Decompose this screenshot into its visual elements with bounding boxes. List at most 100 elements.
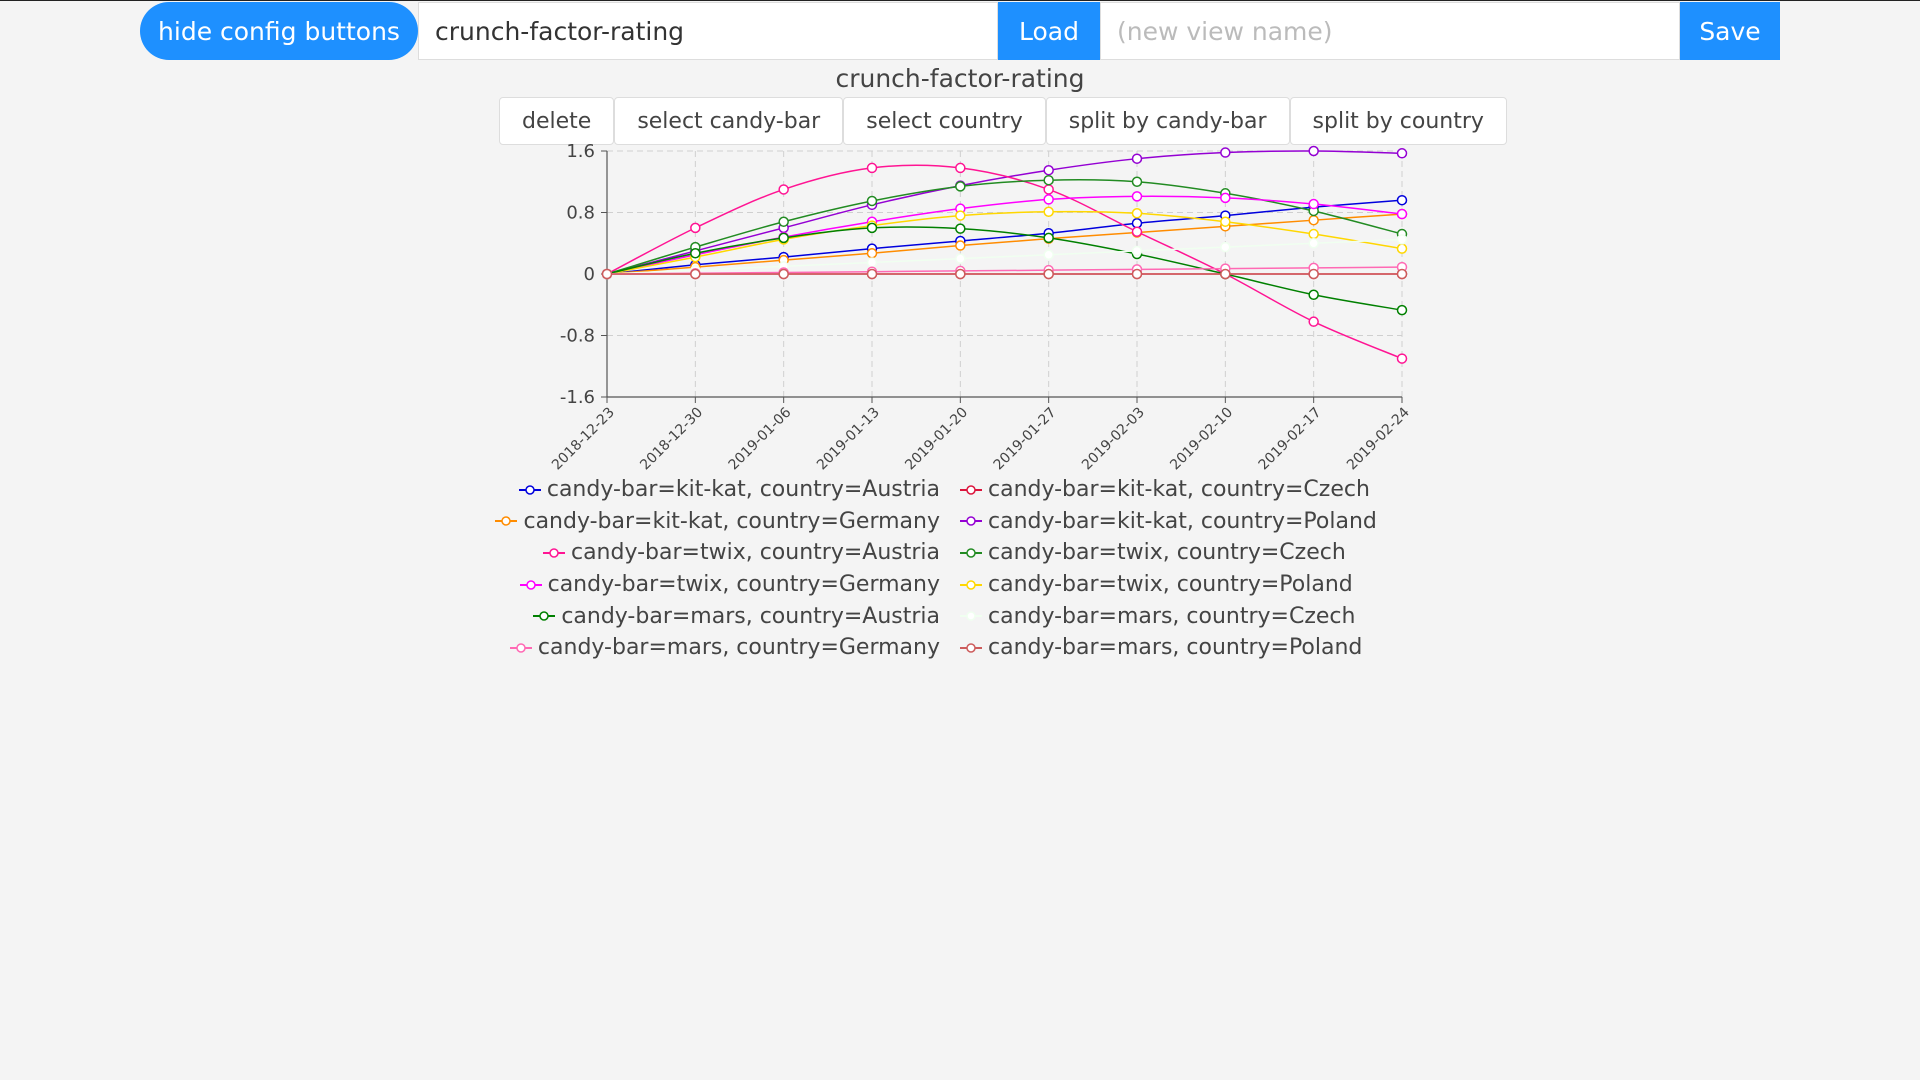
legend-row: candy-bar=kit-kat, country=Austria candy-… <box>0 474 1920 506</box>
data-point <box>1131 226 1143 237</box>
data-point <box>778 232 789 244</box>
view-config-buttons: delete select candy-bar select country s… <box>499 97 1507 145</box>
data-point <box>1220 216 1231 227</box>
data-point <box>866 268 878 280</box>
legend-item[interactable]: candy-bar=kit-kat, country=Austria <box>0 477 950 502</box>
y-tick-label: -1.6 <box>560 387 595 408</box>
legend-label: candy-bar=mars, country=Germany <box>537 635 940 661</box>
legend-item[interactable]: candy-bar=twix, country=Poland <box>950 572 1353 597</box>
x-tick-label: 2019-01-27 <box>991 405 1060 474</box>
select-country-button[interactable]: select country <box>843 97 1046 145</box>
data-point <box>1131 191 1143 202</box>
data-point <box>866 247 878 259</box>
y-tick-label: 0.8 <box>566 203 595 224</box>
y-tick-label: 1.6 <box>566 141 595 162</box>
x-tick-label: 2019-02-24 <box>1344 404 1413 473</box>
data-point <box>778 268 789 280</box>
data-point <box>955 162 966 174</box>
series-line <box>606 150 1403 275</box>
legend-swatch-icon <box>960 611 982 621</box>
split-by-country-button[interactable]: split by country <box>1289 97 1507 145</box>
series-line <box>606 210 1403 275</box>
legend-label: candy-bar=kit-kat, country=Czech <box>988 477 1370 503</box>
data-point <box>778 184 789 195</box>
legend-label: candy-bar=twix, country=Czech <box>988 540 1346 566</box>
legend-item[interactable]: candy-bar=mars, country=Germany <box>0 635 950 660</box>
legend-label: candy-bar=kit-kat, country=Austria <box>546 477 940 503</box>
data-point <box>866 162 878 174</box>
view-select-input[interactable] <box>418 2 998 60</box>
legend-item[interactable]: candy-bar=kit-kat, country=Germany <box>0 509 950 534</box>
data-point <box>1220 147 1231 158</box>
select-candy-bar-button[interactable]: select candy-bar <box>614 97 844 145</box>
x-tick-label: 2019-01-20 <box>902 405 971 474</box>
new-view-name-input[interactable] <box>1100 2 1680 60</box>
y-tick-label: 0 <box>584 264 595 285</box>
data-point <box>1396 243 1408 254</box>
data-point <box>955 210 966 221</box>
x-tick-label: 2019-02-17 <box>1256 405 1325 474</box>
data-point <box>1308 238 1319 249</box>
load-button[interactable]: Load <box>998 2 1100 60</box>
data-point <box>778 216 789 227</box>
data-point <box>1308 198 1319 210</box>
data-point <box>1043 184 1054 195</box>
legend-item[interactable]: candy-bar=mars, country=Czech <box>950 604 1355 629</box>
legend-swatch-icon <box>533 611 556 621</box>
legend-item[interactable]: candy-bar=kit-kat, country=Czech <box>950 477 1370 502</box>
data-point <box>601 268 613 280</box>
legend-label: candy-bar=mars, country=Czech <box>988 603 1356 629</box>
legend-swatch-icon <box>495 516 518 527</box>
x-tick-label: 2019-02-10 <box>1167 405 1236 474</box>
delete-view-button[interactable]: delete <box>499 97 615 145</box>
legend-label: candy-bar=kit-kat, country=Poland <box>988 508 1377 534</box>
hide-config-buttons-button[interactable]: hide config buttons <box>140 2 418 60</box>
legend-label: candy-bar=kit-kat, country=Germany <box>523 508 940 534</box>
data-point <box>1043 194 1054 205</box>
series-line <box>606 195 1403 275</box>
x-tick-label: 2018-12-23 <box>549 405 618 474</box>
split-by-candy-bar-button[interactable]: split by candy-bar <box>1045 97 1290 145</box>
data-point <box>1043 232 1054 244</box>
series-line <box>606 213 1403 275</box>
legend-item[interactable]: candy-bar=twix, country=Germany <box>0 572 950 597</box>
legend-row: candy-bar=kit-kat, country=Germany candy-… <box>0 506 1920 538</box>
x-tick-label: 2019-01-06 <box>726 404 795 473</box>
data-point <box>955 253 966 264</box>
data-point <box>1396 234 1408 245</box>
view-toolbar: hide config buttons Load Save <box>140 2 1780 60</box>
legend-row: candy-bar=twix, country=Germany candy-bar… <box>0 569 1920 601</box>
legend-swatch-icon <box>960 516 982 527</box>
data-point <box>1043 164 1054 176</box>
data-point <box>866 222 878 234</box>
data-point <box>690 222 701 234</box>
data-point <box>1396 148 1408 159</box>
legend-label: candy-bar=mars, country=Austria <box>561 603 940 629</box>
series-group <box>601 194 1408 280</box>
data-point <box>690 247 701 259</box>
legend-row: candy-bar=mars, country=Germany candy-bar… <box>0 632 1920 664</box>
legend-item[interactable]: candy-bar=kit-kat, country=Poland <box>950 509 1377 534</box>
data-point <box>1396 268 1408 280</box>
data-point <box>1308 268 1319 280</box>
series-line <box>606 179 1403 275</box>
data-point <box>1396 208 1408 220</box>
series-group <box>601 268 1408 280</box>
data-point <box>1131 208 1143 219</box>
save-button[interactable]: Save <box>1680 2 1780 60</box>
legend-item[interactable]: candy-bar=twix, country=Czech <box>950 540 1346 565</box>
data-point <box>1043 268 1054 280</box>
legend-swatch-icon <box>960 579 982 590</box>
legend-item[interactable]: candy-bar=mars, country=Austria <box>0 604 950 629</box>
legend-item[interactable]: candy-bar=twix, country=Austria <box>0 540 950 565</box>
legend-label: candy-bar=mars, country=Poland <box>988 635 1363 661</box>
x-tick-label: 2019-02-03 <box>1079 405 1148 474</box>
series-line <box>606 266 1403 275</box>
series-line <box>606 238 1403 275</box>
legend-item[interactable]: candy-bar=mars, country=Poland <box>950 635 1362 660</box>
data-point <box>1308 214 1319 226</box>
chart-legend: candy-bar=kit-kat, country=Austria candy-… <box>0 474 1920 664</box>
series-group <box>601 162 1408 364</box>
view-title: crunch-factor-rating <box>835 64 1085 93</box>
